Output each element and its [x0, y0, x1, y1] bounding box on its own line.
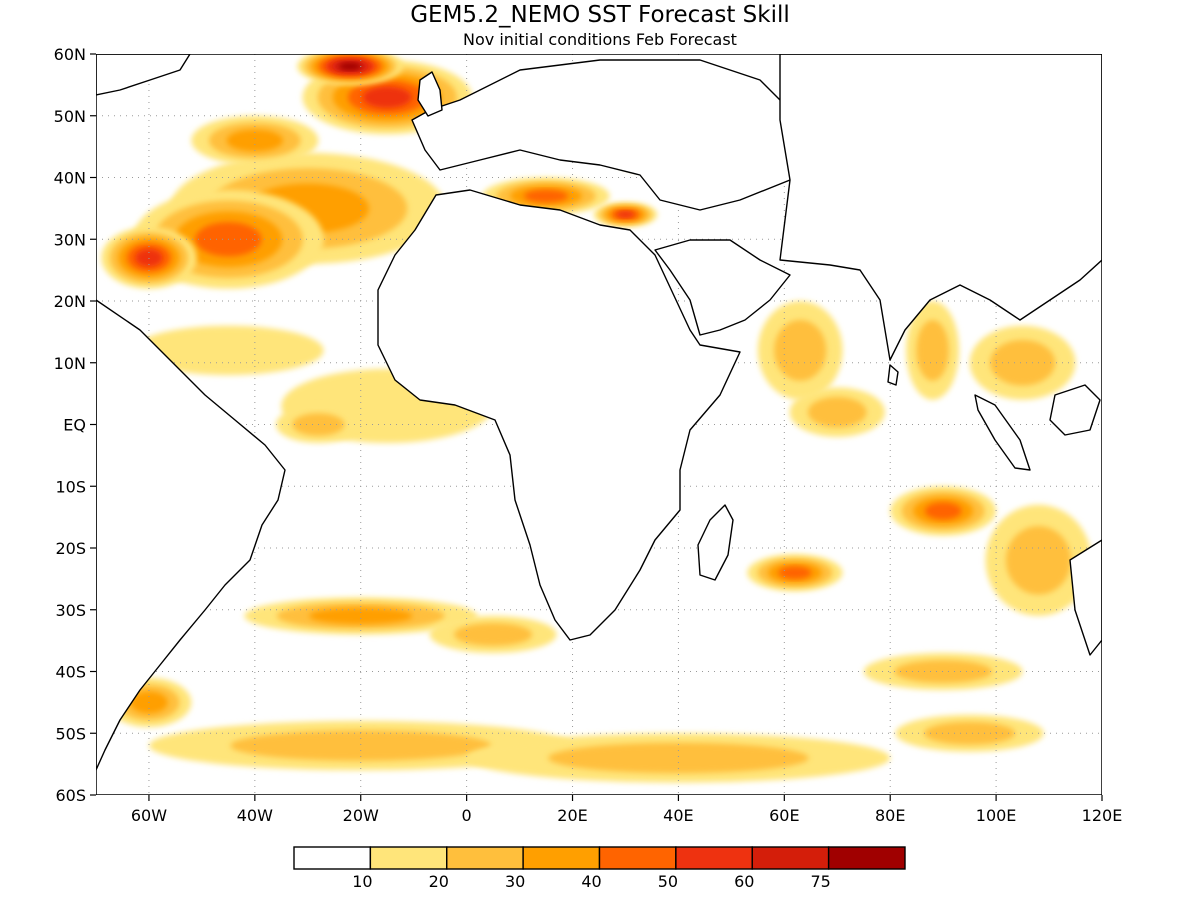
skill-contour-14-level-2 [916, 320, 949, 381]
lat-tick-label-6: EQ [63, 416, 86, 435]
great-britain-landmass [417, 71, 443, 117]
sri-lanka-landmass [887, 364, 899, 386]
skill-contour-20-level-2 [454, 623, 533, 646]
sumatra-landmass [974, 394, 1031, 471]
colorbar-label-4: 50 [658, 872, 678, 891]
lon-tick-label-3: 0 [462, 806, 472, 825]
lat-tick-label-2: 40N [54, 169, 86, 188]
asia-landmass [779, 54, 1102, 361]
colorbar-swatch-1 [369, 846, 448, 870]
skill-contour-15-level-2 [989, 339, 1056, 386]
colorbar-swatch-5 [675, 846, 753, 870]
lon-tick-label-5: 40E [663, 806, 693, 825]
longitude-labels: 60W 40W 20W 0 20E 40E 60E 80E 100E 120E [131, 795, 1122, 825]
lon-tick-label-1: 40W [237, 806, 273, 825]
skill-contour-13-level-2 [807, 396, 867, 428]
lon-tick-label-9: 120E [1082, 806, 1123, 825]
colorbar-label-0: 10 [352, 872, 372, 891]
south-america-landmass [96, 299, 286, 771]
colorbar-label-5: 60 [734, 872, 754, 891]
lat-tick-label-1: 50N [54, 107, 86, 126]
colorbar-swatch-4 [598, 846, 677, 870]
skill-contour-24-level-2 [924, 721, 1016, 745]
skill-contour-18-level-2 [1005, 526, 1072, 595]
colorbar-swatch-0 [293, 846, 372, 870]
skill-contour-16-level-4 [924, 502, 962, 520]
skill-contour-10-level-5 [616, 211, 635, 219]
borneo-landmass [1049, 384, 1101, 436]
coastlines [96, 54, 1102, 771]
greenland-coast [96, 54, 191, 96]
lat-tick-label-9: 30S [55, 601, 86, 620]
colorbar-label-3: 40 [581, 872, 601, 891]
lat-tick-label-4: 20N [54, 292, 86, 311]
skill-contour-19-level-3 [308, 607, 413, 625]
colorbar-label-6: 75 [810, 872, 830, 891]
lat-tick-label-12: 60S [55, 786, 86, 805]
lat-tick-label-5: 10N [54, 354, 86, 373]
arabia-landmass [654, 239, 791, 336]
colorbar-label-2: 30 [505, 872, 525, 891]
africa-landmass [377, 189, 741, 641]
lat-tick-label-10: 40S [55, 663, 86, 682]
lat-tick-label-8: 20S [55, 539, 86, 558]
lat-tick-label-0: 60N [54, 45, 86, 64]
colorbar: 10 20 30 40 50 60 75 [293, 846, 906, 891]
lon-tick-label-8: 100E [976, 806, 1017, 825]
skill-contour-4-level-7 [339, 62, 362, 71]
lon-tick-label-7: 80E [875, 806, 905, 825]
skill-contour-17-level-4 [778, 566, 812, 580]
colorbar-swatch-6 [751, 846, 830, 870]
colorbar-swatch-7 [827, 846, 906, 870]
lat-tick-label-7: 10S [55, 477, 86, 496]
colorbar-swatch-2 [446, 846, 524, 870]
map-subtitle: Nov initial conditions Feb Forecast [463, 30, 737, 49]
skill-contour-5-level-3 [226, 129, 284, 152]
skill-contour-12-level-2 [774, 320, 827, 381]
europe-landmass [411, 59, 821, 211]
skill-contour-2-level-5 [135, 248, 163, 267]
lon-tick-label-4: 20E [557, 806, 587, 825]
madagascar-landmass [697, 504, 734, 581]
lon-tick-label-0: 60W [131, 806, 167, 825]
skill-contour-23-level-2 [548, 742, 809, 774]
lon-tick-label-6: 60E [769, 806, 799, 825]
colorbar-swatch-3 [522, 846, 601, 870]
map-title: GEM5.2_NEMO SST Forecast Skill [410, 2, 790, 28]
lat-tick-label-11: 50S [55, 724, 86, 743]
skill-contour-9-level-4 [523, 189, 569, 203]
lat-tick-label-3: 30N [54, 230, 86, 249]
skill-contour-3-level-5 [363, 86, 412, 108]
latitude-labels: 60N 50N 40N 30N 20N 10N EQ 10S 20S 30S 40S 50S 60S [54, 45, 96, 805]
australia-landmass [1069, 539, 1102, 656]
colorbar-label-1: 20 [429, 872, 449, 891]
lon-tick-label-2: 20W [343, 806, 379, 825]
skill-contour-22-level-2 [230, 730, 492, 761]
skill-contour-21-level-2 [894, 660, 993, 683]
map-plot-area [96, 54, 1102, 795]
